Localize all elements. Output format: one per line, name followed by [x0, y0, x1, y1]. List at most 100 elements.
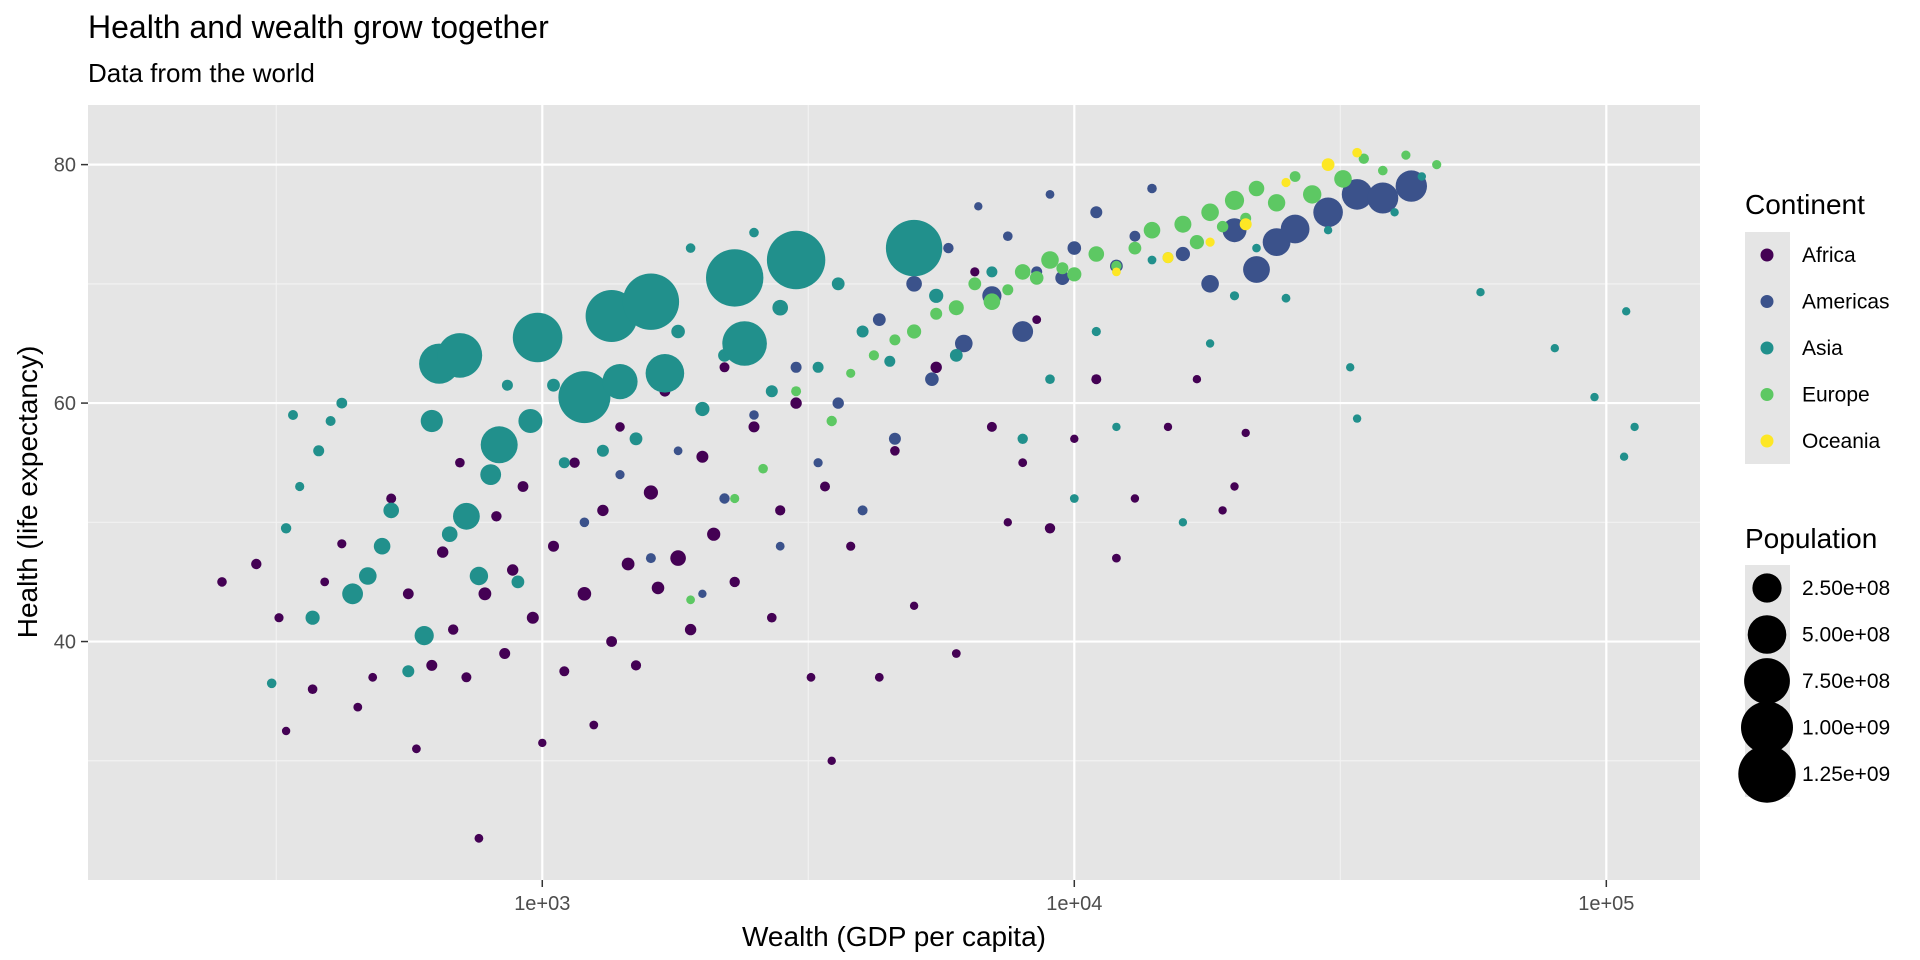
data-point: [1352, 147, 1362, 158]
data-point: [951, 649, 961, 658]
data-point: [386, 493, 397, 504]
data-point: [1280, 214, 1310, 244]
data-point: [538, 738, 547, 748]
data-point: [383, 502, 400, 519]
data-point: [729, 576, 740, 588]
legend-key-africa: [1760, 248, 1774, 262]
data-point: [1045, 190, 1055, 199]
data-point: [325, 416, 336, 426]
data-point: [1003, 231, 1013, 241]
data-point: [461, 672, 472, 683]
data-point: [1163, 422, 1173, 432]
data-point: [826, 415, 837, 427]
data-point: [906, 276, 922, 292]
series-europe: [686, 150, 1442, 605]
data-point: [884, 355, 896, 367]
y-tick-label: 40: [54, 632, 76, 654]
legend-key-europe: [1760, 388, 1774, 401]
data-point: [890, 446, 900, 456]
data-point: [307, 684, 318, 694]
data-point: [772, 299, 788, 316]
x-axis-title: Wealth (GDP per capita): [742, 921, 1046, 952]
data-point: [577, 587, 592, 601]
data-point: [336, 397, 348, 409]
data-point: [673, 446, 683, 456]
size-legend-key: [1747, 615, 1787, 654]
data-point: [970, 267, 980, 277]
data-point: [414, 626, 434, 646]
data-point: [925, 372, 939, 387]
data-point: [1091, 326, 1101, 337]
data-point: [1112, 422, 1121, 432]
data-point: [359, 567, 377, 585]
data-point: [478, 587, 492, 601]
data-point: [949, 349, 963, 362]
data-point: [420, 409, 443, 433]
data-point: [596, 444, 609, 457]
data-point: [1018, 458, 1028, 468]
data-point: [453, 502, 480, 530]
size-legend-key: [1741, 701, 1793, 754]
data-point: [1230, 482, 1239, 491]
data-point: [455, 457, 465, 468]
data-point: [474, 833, 484, 843]
data-point: [872, 313, 886, 326]
data-point: [295, 481, 305, 492]
data-point: [437, 546, 449, 558]
data-point: [1014, 264, 1031, 280]
data-point: [1041, 251, 1059, 269]
data-point: [1229, 291, 1240, 301]
data-point: [1367, 182, 1399, 214]
data-point: [1128, 241, 1142, 255]
data-point: [1067, 241, 1082, 255]
data-point: [569, 457, 580, 468]
data-point: [337, 539, 347, 549]
data-point: [517, 481, 529, 492]
data-point: [1243, 256, 1270, 283]
data-point: [686, 595, 695, 605]
data-point: [1147, 183, 1157, 194]
data-point: [695, 401, 710, 417]
data-point: [930, 361, 942, 373]
y-axis-title: Health (life expectancy): [12, 346, 43, 639]
data-point: [1045, 374, 1055, 385]
data-point: [1143, 221, 1161, 239]
data-point: [1267, 194, 1286, 212]
data-point: [1003, 518, 1012, 527]
data-point: [507, 564, 519, 576]
data-point: [426, 659, 438, 671]
y-tick-label: 60: [54, 393, 76, 415]
data-point: [412, 744, 421, 754]
data-point: [645, 553, 656, 564]
data-point: [827, 756, 836, 765]
data-point: [765, 385, 778, 398]
data-point: [1055, 270, 1070, 285]
data-point: [909, 601, 919, 610]
data-point: [775, 505, 786, 516]
data-point: [1174, 215, 1192, 233]
data-point: [251, 558, 262, 570]
data-point: [1175, 246, 1190, 262]
data-point: [1178, 518, 1188, 527]
data-point: [706, 249, 764, 307]
data-point: [621, 557, 635, 571]
data-point: [722, 321, 767, 366]
data-point: [1378, 165, 1388, 176]
data-point: [1303, 185, 1322, 204]
data-point: [402, 665, 415, 678]
data-point: [1239, 218, 1252, 231]
data-point: [806, 672, 816, 682]
data-point: [622, 273, 680, 330]
data-point: [480, 464, 502, 485]
data-point: [846, 368, 856, 378]
data-point: [748, 421, 760, 433]
data-point: [730, 493, 740, 504]
data-point: [775, 541, 785, 551]
data-point: [501, 379, 513, 391]
data-point: [885, 219, 943, 277]
data-point: [373, 537, 391, 555]
data-point: [1289, 171, 1301, 182]
data-point: [615, 470, 625, 480]
data-point: [1218, 506, 1227, 515]
